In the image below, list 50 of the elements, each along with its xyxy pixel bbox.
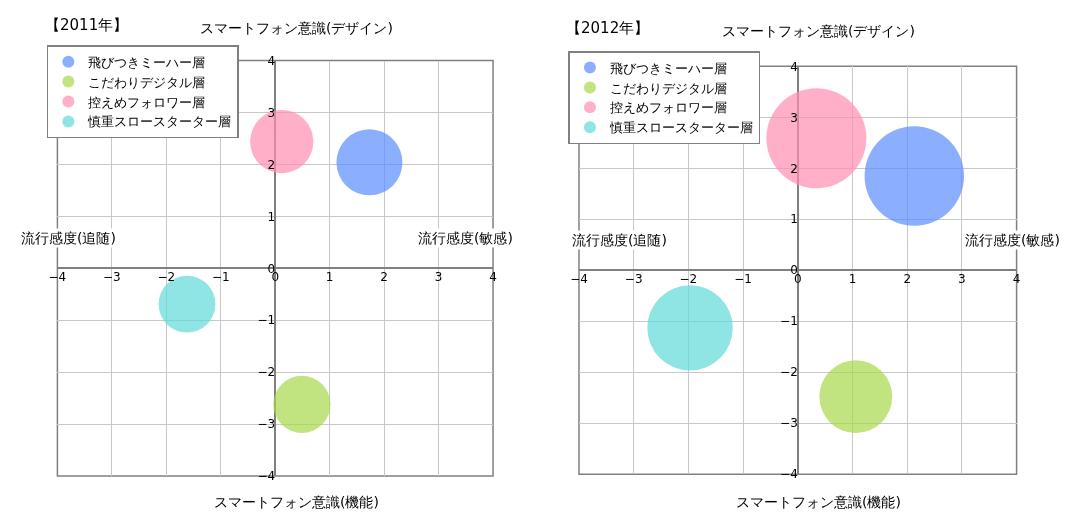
y-tick-label: 2: [790, 161, 798, 176]
legend-label: 飛びつきミーハー層: [88, 54, 206, 70]
chart-title: 【2011年】: [45, 16, 129, 34]
annotation: 流行感度(追随): [21, 230, 116, 246]
y-tick-label: 1: [790, 212, 798, 227]
x-tick-label: −1: [734, 272, 752, 287]
legend-label: 慎重スロースターター層: [608, 120, 753, 136]
x-tick-label: 2: [380, 270, 388, 285]
text: スマートフォン意識(デザイン): [200, 20, 393, 36]
x-tick-label: −3: [624, 272, 643, 287]
y-tick-label: −2: [257, 365, 276, 380]
chart-title: 【2012年】: [566, 19, 650, 37]
annotation: 流行感度(追随): [572, 232, 667, 248]
legend-label: 控えめフォロワー層: [609, 100, 727, 116]
x-tick-label: 2: [903, 272, 912, 287]
x-tick-label: 1: [325, 270, 334, 285]
y-tick-label: 4: [790, 59, 798, 74]
y-tick-label: −4: [257, 469, 276, 484]
legend-label: 飛びつきミーハー層: [609, 60, 727, 76]
text: スマートフォン意識(機能): [214, 494, 379, 510]
annotation: 流行感度(敏感): [965, 232, 1060, 248]
x-tick-label: −2: [679, 272, 698, 287]
x-tick-label: 4: [489, 270, 497, 285]
y-tick-label: 2: [267, 157, 276, 172]
x-tick-label: −3: [103, 270, 121, 285]
y-tick-label: 1: [267, 209, 276, 224]
y-tick-label: −4: [780, 467, 798, 482]
y-tick-label: −3: [257, 417, 276, 432]
legend-label: 慎重スロースターター層: [87, 114, 232, 130]
x-tick-label: −2: [157, 270, 176, 285]
annotation: 流行感度(敏感): [418, 230, 513, 246]
text: スマートフォン意識(機能): [736, 494, 901, 510]
legend-label: 控えめフォロワー層: [88, 94, 206, 110]
x-tick-label: −4: [48, 270, 67, 285]
y-tick-label: 3: [267, 105, 276, 120]
y-tick-label: −2: [780, 365, 798, 380]
y-tick-label: −3: [780, 416, 798, 431]
legend-label: こだわりデジタル層: [609, 80, 727, 96]
text: スマートフォン意識(デザイン): [722, 23, 915, 39]
y-tick-label: −1: [257, 313, 276, 328]
legend-label: こだわりデジタル層: [88, 74, 206, 90]
x-tick-label: 3: [958, 272, 966, 287]
y-tick-label: 3: [790, 110, 798, 125]
y-tick-label: 4: [267, 53, 276, 68]
x-tick-label: 3: [434, 270, 443, 285]
x-tick-label: −4: [570, 272, 588, 287]
x-tick-label: −1: [211, 270, 230, 285]
x-tick-label: 4: [1012, 272, 1021, 287]
y-tick-label: −1: [780, 314, 798, 329]
x-tick-label: 1: [848, 272, 857, 287]
